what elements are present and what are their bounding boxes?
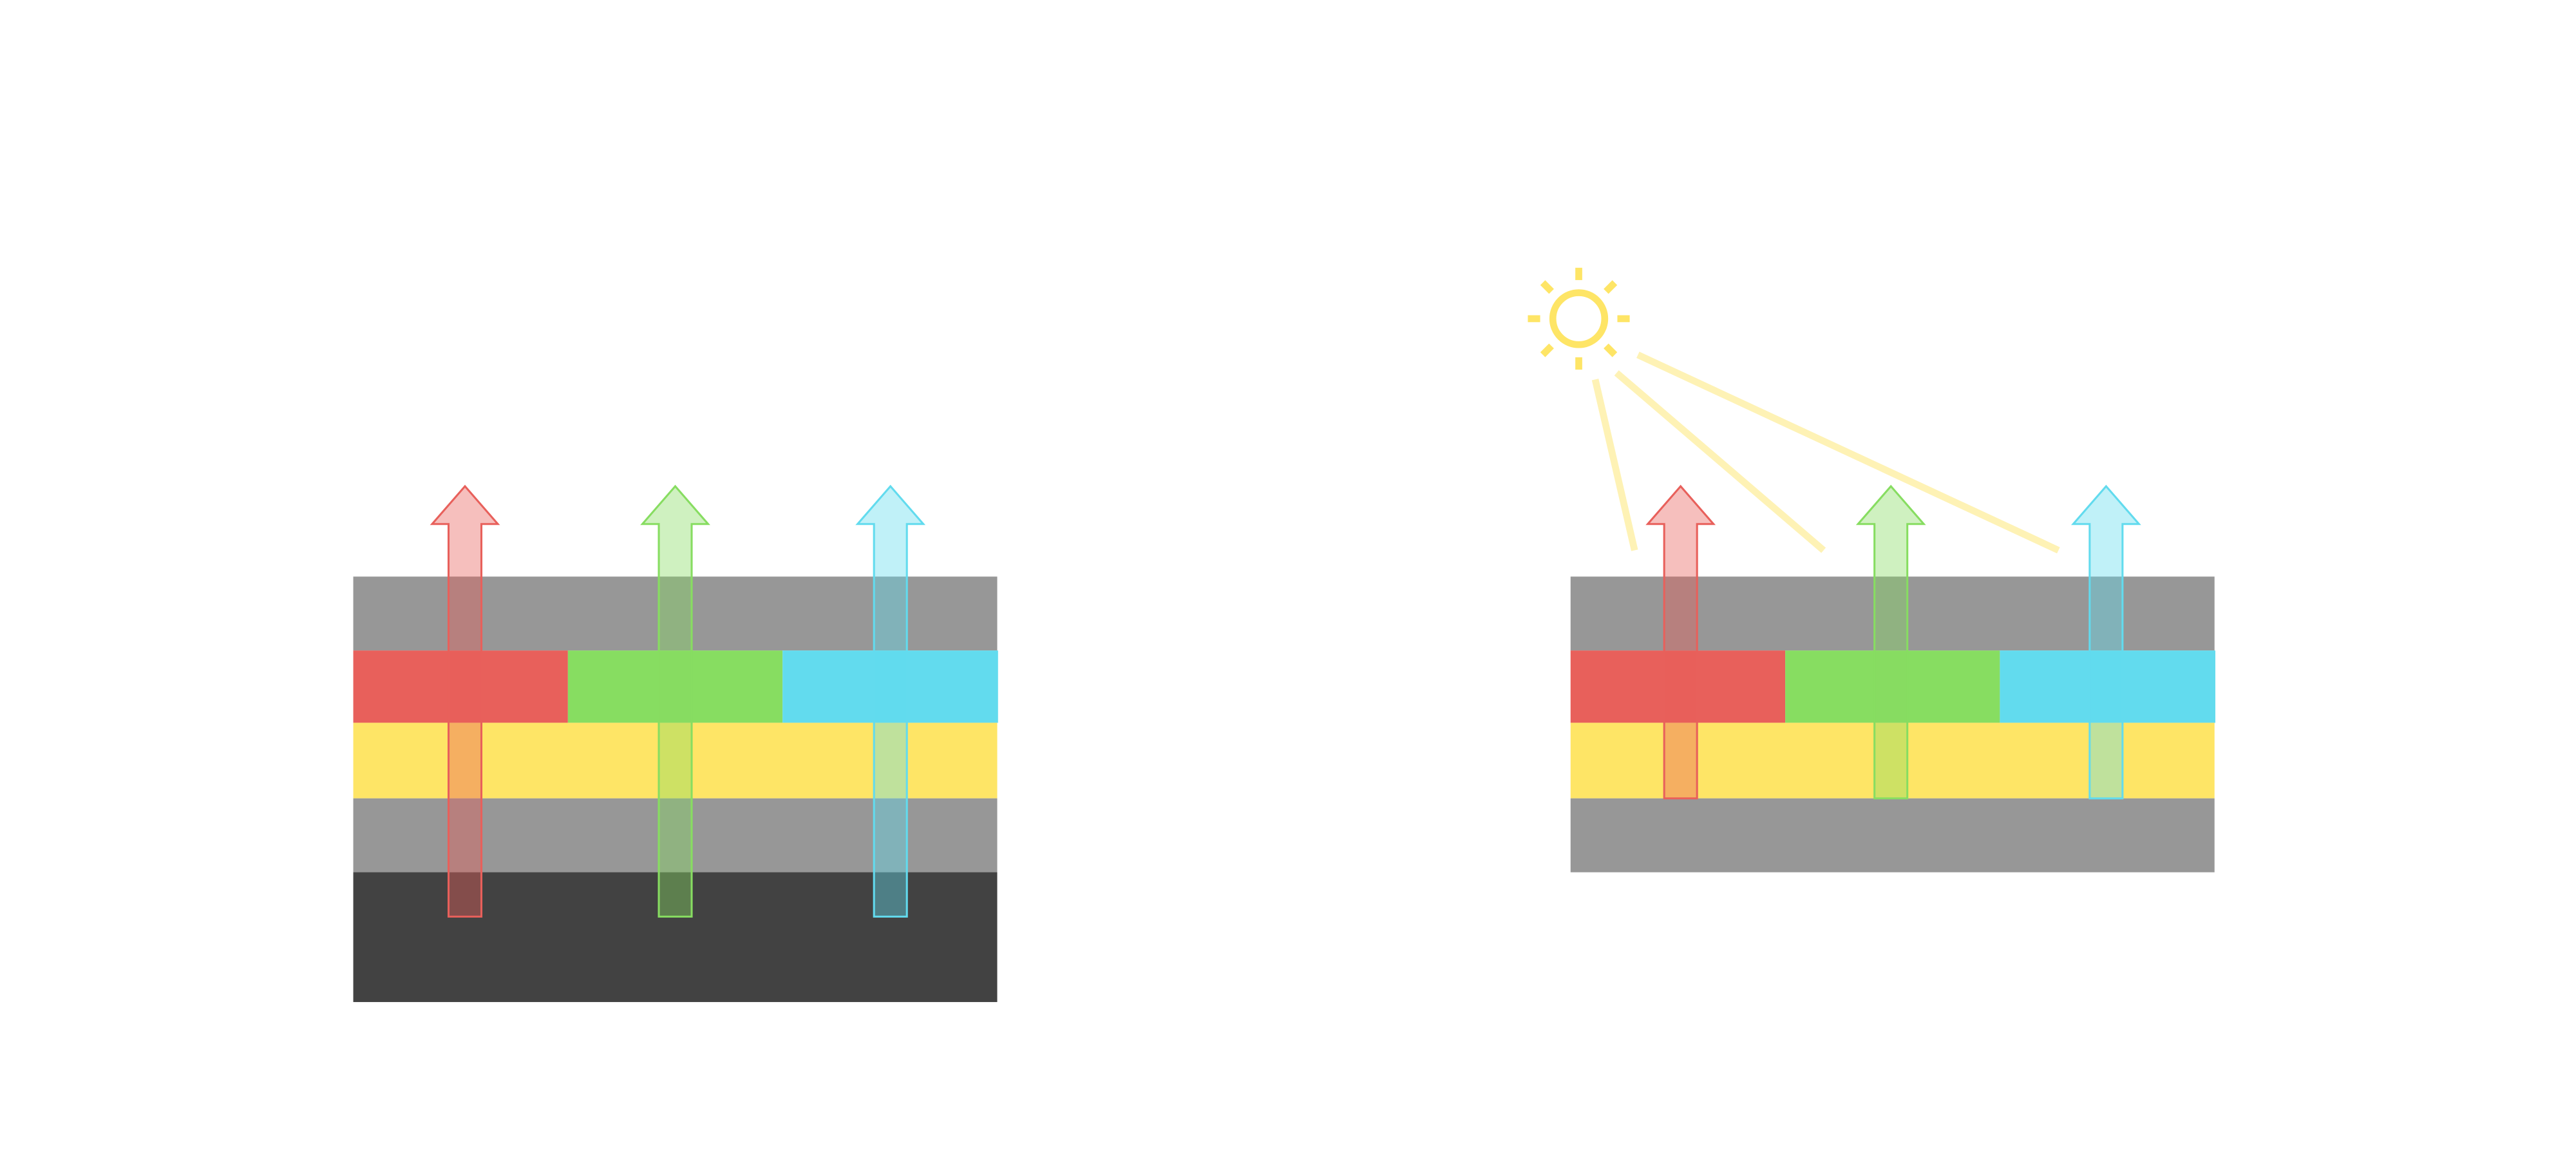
light-beam-1 [1591,379,1638,551]
sun-ray [1604,280,1618,294]
right-yellow-layer [1570,723,2215,799]
right-top-gray-layer [1570,576,2215,651]
left-cyan-arrow-icon [855,484,926,918]
left-green-filter [567,650,783,723]
sun-icon [1549,289,1609,348]
right-green-arrow-icon [1855,484,1926,800]
right-red-arrow-icon [1645,484,1716,800]
sun-ray [1604,343,1618,357]
sun-ray [1540,280,1554,294]
left-bottom-gray-layer [353,798,998,873]
sun-ray [1540,343,1554,357]
right-cyan-arrow-icon [2070,484,2141,800]
left-red-filter [353,650,568,723]
right-red-filter [1570,650,1786,723]
light-beam-2 [1614,370,1826,553]
left-green-arrow-icon [640,484,710,918]
left-top-gray-layer [353,576,998,651]
left-dark-base-layer [353,872,998,1003]
light-beam-3 [1636,352,2060,554]
right-bottom-gray-layer [1570,798,2215,873]
left-yellow-layer [353,723,998,799]
left-red-arrow-icon [430,484,500,918]
left-cyan-filter [782,650,998,723]
right-cyan-filter [2000,650,2215,723]
right-green-filter [1785,650,2000,723]
